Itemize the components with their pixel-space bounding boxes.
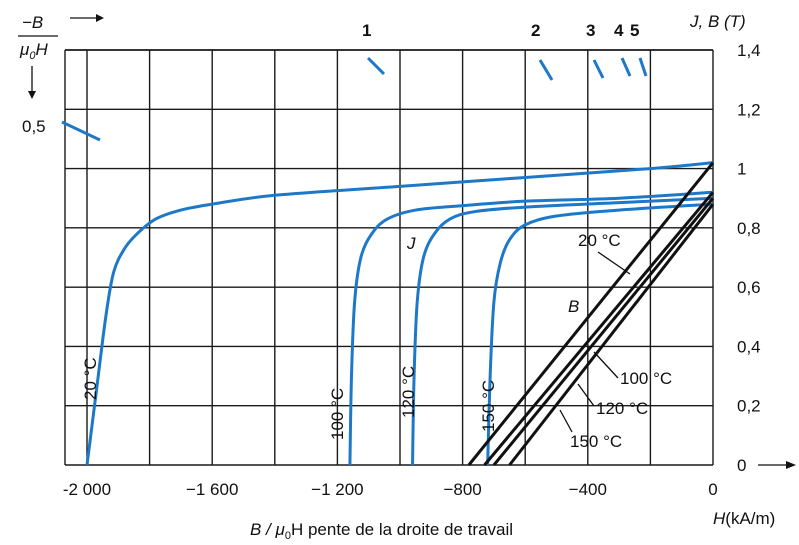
series-line-b-5 [483, 191, 715, 466]
series-line-j-3 [486, 202, 714, 466]
series-line-b-7 [508, 203, 715, 466]
x-tick-label: −1 600 [186, 480, 238, 499]
temp-label-j-100: 100 °C [328, 388, 347, 440]
x-tick-label: −1 200 [311, 480, 363, 499]
slope-arrow-right-head-icon [96, 14, 104, 22]
series-line-j-2 [411, 196, 714, 466]
x-axis-arrow-head-icon [786, 461, 796, 469]
tick-labels: -2 000 −1 600 −1 200 −800 −400 0 0 0,2 0,4 0,6 0,8… [63, 41, 761, 499]
x-tick-label: -2 000 [63, 480, 111, 499]
x-tick-label: −400 [569, 480, 607, 499]
series-line-b-6 [492, 197, 715, 466]
leader-b-150 [559, 409, 573, 433]
y-tick-label: 0,6 [737, 278, 761, 297]
temp-label-j-150: 150 °C [479, 380, 498, 432]
leader-b-100 [593, 351, 619, 379]
curve-label-B: B [568, 297, 579, 316]
slope-value-label: 0,5 [22, 117, 46, 136]
slope-label-denominator: μ0H [19, 40, 48, 62]
y-axis-label: J, B (T) [689, 12, 746, 31]
slope-marker-2 [538, 59, 554, 81]
series-layer [85, 161, 715, 466]
slope-marker-label-5: 5 [630, 21, 639, 40]
temp-label-j-20: 20 °C [81, 357, 100, 400]
slope-marker-label-3: 3 [586, 21, 595, 40]
temp-label-j-120: 120 °C [399, 366, 418, 418]
bottom-caption: B / μ0​H pente de la droite de travail [250, 520, 513, 542]
slope-label-numerator: −B [22, 13, 43, 32]
x-axis-label: H(kA/m) [713, 509, 775, 528]
slope-marker-0 [61, 120, 101, 142]
grid [64, 49, 714, 466]
slope-arrow-down-head-icon [28, 91, 36, 99]
y-tick-label: 0 [737, 456, 746, 475]
slope-marker-1 [366, 56, 386, 76]
leader-b-20 [597, 251, 631, 275]
y-tick-label: 0,4 [737, 337, 761, 356]
y-tick-label: 1 [737, 160, 746, 179]
slope-marker-5 [638, 57, 648, 77]
slope-marker-label-1: 1 [362, 21, 371, 40]
temp-label-b-20: 20 °C [578, 231, 621, 250]
temp-label-b-150: 150 °C [570, 432, 622, 451]
y-tick-label: 0,8 [737, 219, 761, 238]
y-tick-label: 1,2 [737, 100, 761, 119]
slope-marker-4 [620, 57, 632, 77]
x-tick-label: 0 [708, 480, 717, 499]
x-tick-label: −800 [443, 480, 481, 499]
slope-marker-label-2: 2 [531, 21, 540, 40]
series-line-b-4 [467, 161, 715, 466]
slope-axis-title: −B μ0H 0,5 [18, 13, 104, 136]
slope-markers [61, 56, 648, 142]
y-tick-label: 1,4 [737, 41, 761, 60]
leader-b-120 [577, 383, 595, 407]
curve-label-J: J [406, 234, 416, 253]
slope-marker-3 [592, 59, 605, 79]
slope-marker-label-4: 4 [614, 21, 624, 40]
temp-label-b-120: 120 °C [596, 399, 648, 418]
series-line-j-0 [85, 161, 714, 466]
y-tick-label: 0,2 [737, 397, 761, 416]
b-line-labels: 20 °C 100 °C 120 °C 150 °C [559, 231, 672, 451]
temp-label-b-100: 100 °C [620, 369, 672, 388]
series-line-j-1 [348, 190, 714, 466]
